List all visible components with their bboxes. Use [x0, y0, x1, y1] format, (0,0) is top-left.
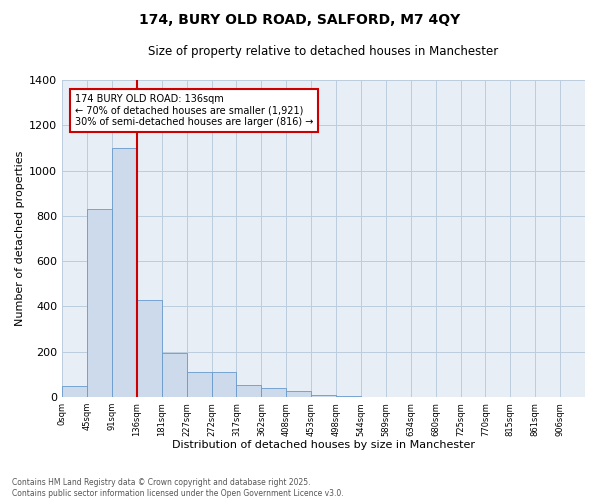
Bar: [262, 388, 286, 397]
Bar: [212, 372, 236, 397]
X-axis label: Distribution of detached houses by size in Manchester: Distribution of detached houses by size …: [172, 440, 475, 450]
Bar: [137, 300, 162, 397]
Bar: [187, 372, 212, 397]
Text: Contains HM Land Registry data © Crown copyright and database right 2025.
Contai: Contains HM Land Registry data © Crown c…: [12, 478, 344, 498]
Text: 174 BURY OLD ROAD: 136sqm
← 70% of detached houses are smaller (1,921)
30% of se: 174 BURY OLD ROAD: 136sqm ← 70% of detac…: [75, 94, 313, 127]
Y-axis label: Number of detached properties: Number of detached properties: [15, 151, 25, 326]
Bar: [112, 148, 137, 397]
Bar: [162, 353, 187, 397]
Bar: [236, 384, 262, 397]
Bar: [311, 395, 336, 397]
Bar: [336, 396, 361, 397]
Bar: [87, 209, 112, 397]
Title: Size of property relative to detached houses in Manchester: Size of property relative to detached ho…: [148, 45, 499, 58]
Bar: [286, 392, 311, 397]
Bar: [62, 386, 87, 397]
Text: 174, BURY OLD ROAD, SALFORD, M7 4QY: 174, BURY OLD ROAD, SALFORD, M7 4QY: [139, 12, 461, 26]
